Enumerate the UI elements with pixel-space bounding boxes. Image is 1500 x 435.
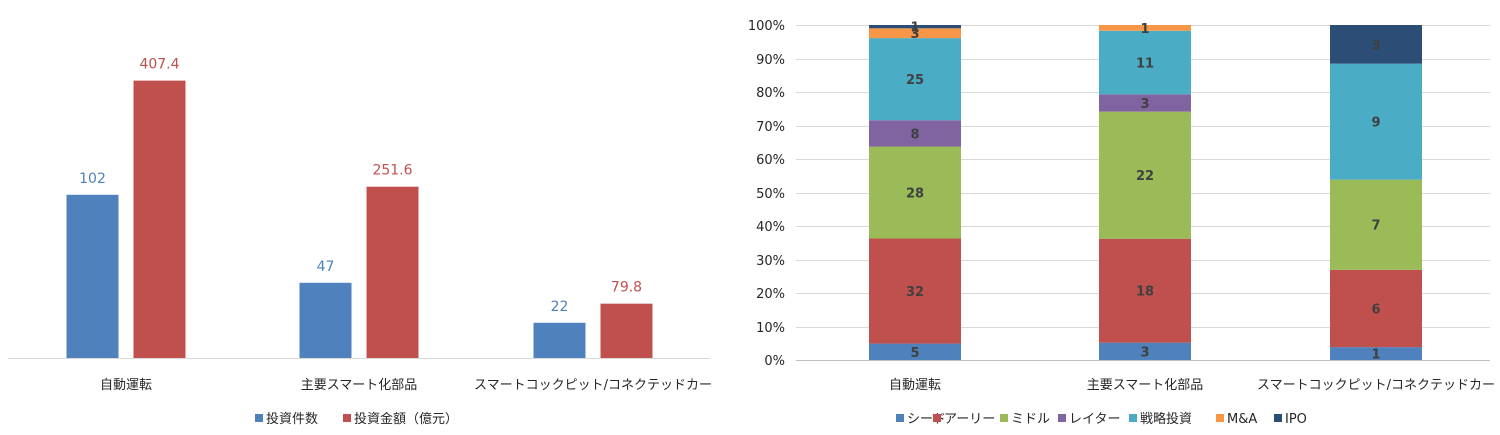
segment-0-5 [869,28,961,39]
segment-label-2-6: 3 [1371,38,1380,53]
y-tick-label-0: 0% [764,354,785,369]
stage-legend-swatch-6 [1274,414,1282,422]
legend-swatch-1 [343,414,351,422]
y-tick-label-6: 60% [756,153,785,168]
stage-legend-label-6: IPO [1285,412,1307,427]
segment-label-1-0: 3 [1140,345,1149,360]
category-label-2: スマートコックピット/コネクテッドカー [474,378,712,393]
stage-category-label-2: スマートコックピット/コネクテッドカー [1257,378,1495,393]
segment-label-2-4: 9 [1371,116,1380,131]
segment-label-0-6: 1 [910,21,919,36]
data-label-count-1: 47 [317,259,335,275]
segment-0-6 [869,25,961,29]
segment-label-0-4: 25 [906,73,924,88]
data-label-amount-1: 251.6 [372,163,412,179]
legend-swatch-0 [255,414,263,422]
segment-1-4 [1099,30,1191,95]
segment-label-1-2: 22 [1136,169,1154,184]
segment-1-2 [1099,111,1191,239]
segment-label-0-3: 8 [910,127,919,142]
category-label-0: 自動運転 [100,378,152,393]
stage-category-label-1: 主要スマート化部品 [1087,378,1204,393]
stage-legend-label-1: アーリー [944,412,995,427]
data-label-count-2: 22 [551,299,569,315]
segment-0-2 [869,146,961,239]
segment-0-3 [869,120,961,147]
bar-count-1 [299,282,352,358]
y-tick-label-3: 30% [756,254,785,269]
stage-legend-swatch-2 [1000,414,1008,422]
bar-amount-2 [600,303,653,358]
segment-label-0-1: 32 [906,285,924,300]
y-tick-label-8: 80% [756,86,785,101]
category-label-1: 主要スマート化部品 [301,378,418,393]
bar-amount-0 [133,80,186,358]
segment-2-0 [1330,347,1422,360]
bar-count-0 [66,194,119,358]
segment-1-5 [1099,25,1191,31]
y-tick-label-1: 10% [756,321,785,336]
segment-2-4 [1330,63,1422,180]
stage-legend-swatch-0 [896,414,904,422]
legend-label-1: 投資金額（億元） [354,411,458,427]
segment-label-2-1: 6 [1371,302,1380,317]
bar-amount-1 [366,186,419,358]
segment-2-1 [1330,269,1422,348]
stage-legend-label-2: ミドル [1011,412,1050,427]
segment-label-1-1: 18 [1136,285,1154,300]
stage-category-label-0: 自動運転 [889,378,941,393]
segment-0-4 [869,38,961,121]
segment-label-1-3: 3 [1140,97,1149,112]
data-label-amount-2: 79.8 [611,280,642,296]
stage-legend-swatch-1 [933,414,941,422]
segment-2-2 [1330,179,1422,270]
stage-legend-label-5: M&A [1227,412,1257,427]
segment-label-1-4: 11 [1136,57,1154,72]
segment-label-0-5: 3 [910,27,919,42]
segment-label-2-2: 7 [1371,219,1380,234]
y-tick-label-10: 100% [748,19,785,34]
segment-label-1-5: 1 [1140,22,1149,37]
y-tick-label-9: 90% [756,53,785,68]
stage-legend-swatch-5 [1216,414,1224,422]
bar-count-2 [533,322,586,358]
stage-legend-label-3: レイター [1069,412,1120,427]
y-tick-label-2: 20% [756,287,785,302]
segment-2-6 [1330,25,1422,64]
data-label-count-0: 102 [79,171,106,187]
y-tick-label-4: 40% [756,220,785,235]
segment-0-0 [869,343,961,360]
y-tick-label-7: 70% [756,120,785,135]
segment-label-0-0: 5 [910,346,919,361]
segment-0-1 [869,238,961,344]
segment-1-0 [1099,342,1191,360]
stage-legend-swatch-4 [1129,414,1137,422]
legend-label-0: 投資件数 [266,411,318,427]
segment-label-0-2: 28 [906,187,924,202]
data-label-amount-0: 407.4 [139,57,179,73]
segment-1-1 [1099,238,1191,343]
y-tick-label-5: 50% [756,187,785,202]
investment-count-amount-chart: 102 47 22 407.4 251.6 79.8 自動運転 主要スマート化部品 スマートコ… [8,57,712,427]
stage-legend-swatch-3 [1058,414,1066,422]
segment-label-2-0: 1 [1371,348,1380,363]
stage-legend-label-4: 戦略投資 [1140,411,1192,427]
segment-1-3 [1099,94,1191,112]
